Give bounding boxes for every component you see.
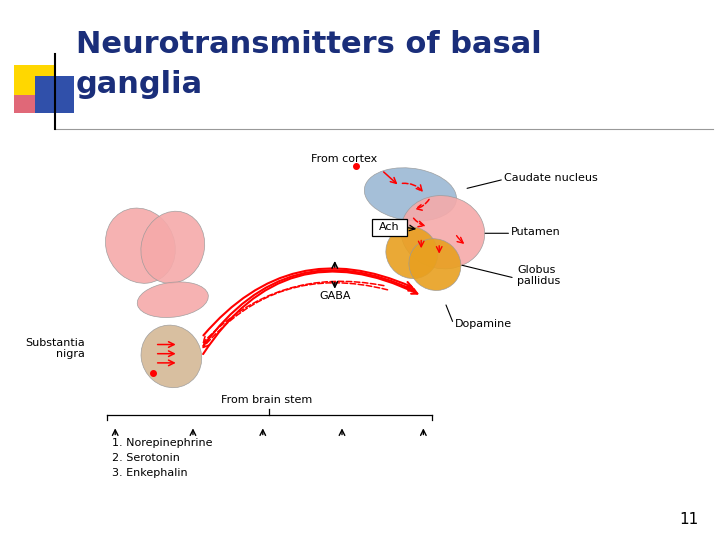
Text: Substantia
nigra: Substantia nigra [25, 338, 85, 359]
Text: Neurotransmitters of basal: Neurotransmitters of basal [76, 30, 541, 59]
Text: Dopamine: Dopamine [455, 319, 512, 329]
Text: ganglia: ganglia [76, 70, 203, 99]
Ellipse shape [138, 282, 208, 318]
Bar [35, 76, 74, 113]
Text: 11: 11 [679, 511, 698, 526]
Ellipse shape [409, 239, 461, 291]
Text: GABA: GABA [319, 291, 351, 301]
Text: From brain stem: From brain stem [221, 395, 312, 404]
Text: Ach: Ach [379, 222, 400, 232]
Ellipse shape [141, 211, 204, 284]
Text: Putamen: Putamen [511, 227, 561, 237]
Text: Globus
pallidus: Globus pallidus [517, 265, 560, 286]
Ellipse shape [141, 325, 202, 388]
Text: 1. Norepinephrine: 1. Norepinephrine [112, 438, 212, 448]
Ellipse shape [401, 195, 485, 269]
Ellipse shape [105, 208, 176, 284]
Ellipse shape [364, 168, 456, 221]
Bar [14, 76, 40, 113]
Bar [14, 65, 54, 94]
FancyBboxPatch shape [372, 219, 407, 236]
Text: 3. Enkephalin: 3. Enkephalin [112, 468, 187, 478]
Ellipse shape [386, 227, 438, 279]
Text: Caudate nucleus: Caudate nucleus [504, 173, 598, 183]
Text: 2. Serotonin: 2. Serotonin [112, 453, 179, 463]
Text: From cortex: From cortex [311, 154, 377, 164]
